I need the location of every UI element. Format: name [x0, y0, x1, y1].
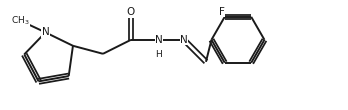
Text: O: O	[127, 7, 135, 17]
Text: F: F	[219, 7, 225, 17]
Text: CH$_3$: CH$_3$	[11, 14, 30, 27]
Text: N: N	[180, 35, 188, 45]
Text: N: N	[42, 27, 49, 37]
Text: H: H	[156, 50, 162, 59]
Text: N: N	[155, 35, 163, 45]
